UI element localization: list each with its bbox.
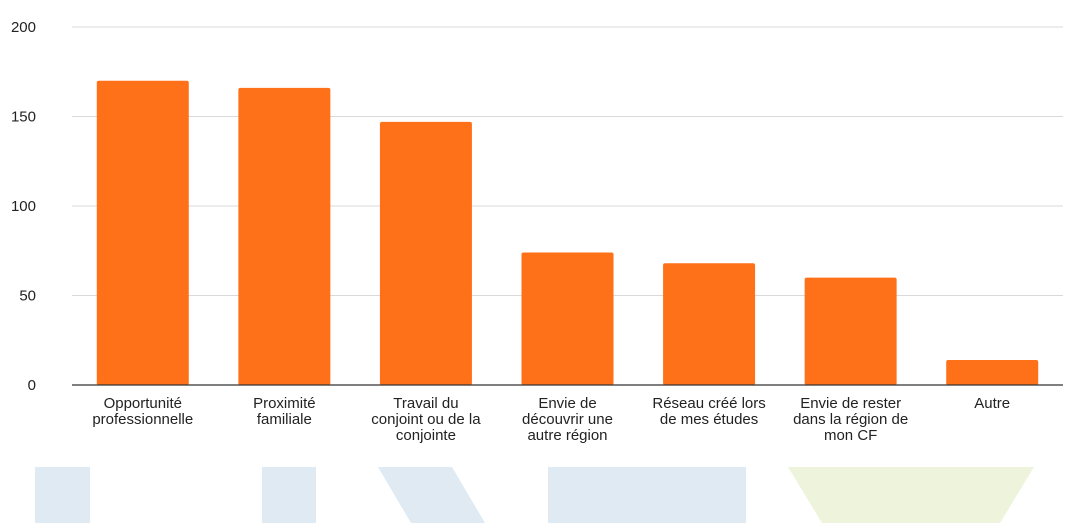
y-tick-label: 50 [19,288,36,305]
y-tick-label: 200 [11,19,36,36]
watermark-logo [35,467,1034,523]
x-category-label-line: Opportunité [104,395,182,412]
x-category-label-line: mon CF [824,427,877,444]
x-category-label-line: familiale [257,411,312,428]
watermark-bar-3 [548,467,746,523]
x-category-label-line: conjointe [396,427,456,444]
bar [663,263,756,385]
x-category-label-line: Autre [974,395,1010,412]
x-category-label: Réseau créé lors de mes études [652,395,765,428]
x-category-label: Opportunité professionnelle [92,395,193,428]
y-tick-labels: 0 50 100 150 200 [11,19,36,394]
bar [379,121,472,386]
x-category-label-line: Travail du [393,395,458,412]
watermark-bar-1 [35,467,90,523]
x-category-label-line: découvrir une [522,411,613,428]
x-category-label-line: Proximité [253,395,316,412]
x-category-label-line: de mes études [660,411,758,428]
x-category-label-line: autre région [527,427,607,444]
x-category-label: Envie de rester dans la région de mon CF [793,395,908,444]
bar [96,80,189,385]
watermark-bar-2 [262,467,316,523]
x-category-label-line: Réseau créé lors [652,395,765,412]
watermark-diagonal [378,467,485,523]
bar [804,277,897,385]
watermark-green-shape [788,467,1034,523]
x-category-label-line: Envie de [538,395,596,412]
x-category-label-line: professionnelle [92,411,193,428]
bar [521,252,614,385]
y-tick-label: 0 [28,377,36,394]
x-category-label: Travail du conjoint ou de la conjointe [371,395,481,444]
x-category-label: Autre [974,395,1010,412]
y-tick-label: 100 [11,198,36,215]
x-category-label: Proximité familiale [253,395,316,428]
y-tick-label: 150 [11,109,36,126]
bar [238,87,331,386]
bars [96,80,1039,386]
x-category-label-line: dans la région de [793,411,908,428]
x-category-labels: Opportunité professionnelle Proximité famil… [92,395,1010,444]
x-category-label-line: Envie de rester [800,395,901,412]
x-category-label-line: conjoint ou de la [371,411,481,428]
bar [946,359,1039,385]
x-category-label: Envie de découvrir une autre région [522,395,613,444]
